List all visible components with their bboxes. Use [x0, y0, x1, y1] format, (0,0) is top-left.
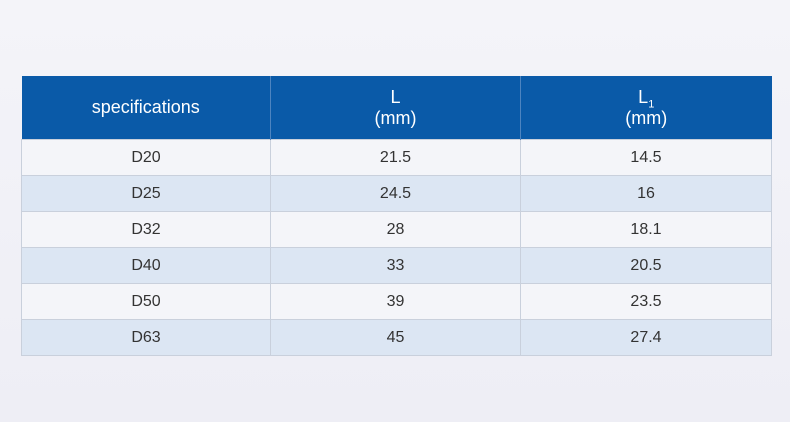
header-specifications-label: specifications [91, 97, 200, 117]
header-specifications: specifications [21, 76, 271, 140]
cell-l: 21.5 [270, 139, 521, 176]
cell-l: 28 [270, 211, 521, 248]
header-l-unit: (mm) [374, 107, 417, 128]
cell-l: 45 [270, 319, 521, 356]
cell-l: 24.5 [270, 175, 521, 212]
header-l-label: L [390, 86, 401, 107]
cell-l1: 20.5 [520, 247, 772, 284]
header-l1-unit: (mm) [625, 107, 668, 128]
table-row: D40 33 20.5 [21, 247, 772, 284]
cell-l: 33 [270, 247, 521, 284]
cell-l1: 27.4 [520, 319, 772, 356]
header-l1-label-wrap: L1 [521, 86, 772, 111]
cell-spec: D20 [21, 139, 271, 176]
table-header-row: specifications L (mm) L1 (mm) [21, 76, 772, 140]
table-row: D25 24.5 16 [21, 175, 772, 212]
cell-l1: 14.5 [520, 139, 772, 176]
cell-spec: D25 [21, 175, 271, 212]
cell-l: 39 [270, 283, 521, 320]
cell-spec: D40 [21, 247, 271, 284]
cell-l1: 16 [520, 175, 772, 212]
cell-l1: 18.1 [520, 211, 772, 248]
table-row: D20 21.5 14.5 [21, 139, 772, 176]
cell-spec: D63 [21, 319, 271, 356]
cell-l1: 23.5 [520, 283, 772, 320]
table-row: D32 28 18.1 [21, 211, 772, 248]
header-l1-subscript: 1 [648, 98, 655, 111]
header-l1: L1 (mm) [520, 76, 772, 140]
table-row: D50 39 23.5 [21, 283, 772, 320]
table-row: D63 45 27.4 [21, 319, 772, 356]
cell-spec: D32 [21, 211, 271, 248]
specifications-table: specifications L (mm) L1 (mm) D20 21.5 1… [21, 76, 772, 356]
header-l1-label: L [638, 86, 649, 107]
header-l: L (mm) [270, 76, 521, 140]
cell-spec: D50 [21, 283, 271, 320]
